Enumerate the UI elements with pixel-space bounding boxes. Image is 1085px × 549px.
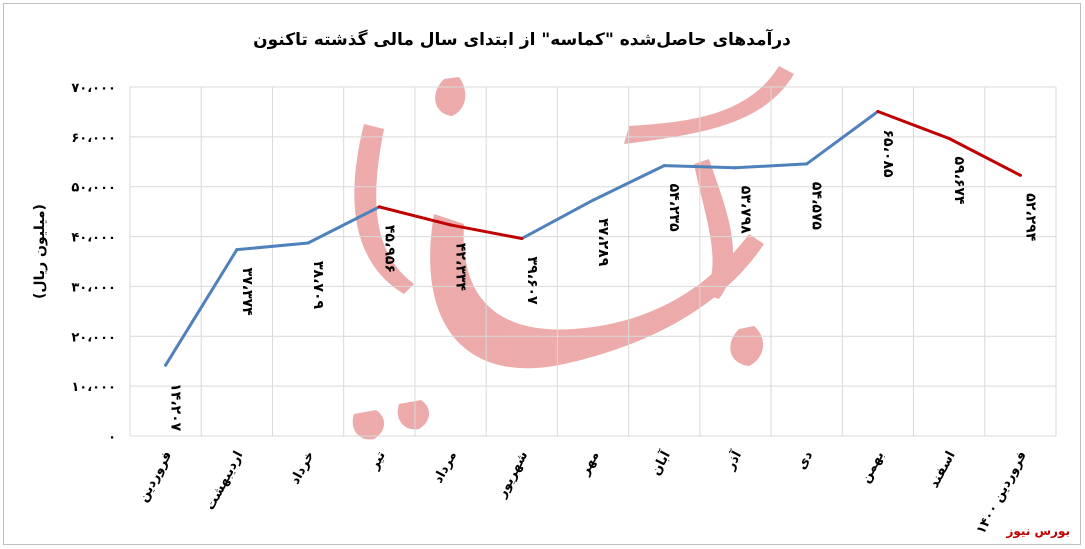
data-point <box>520 237 524 241</box>
y-tick-label: ۳۰،۰۰۰ <box>71 280 116 295</box>
x-tick-label: شهریور <box>494 449 531 501</box>
x-tick-label: خرداد <box>288 449 318 487</box>
data-label: ۴۷،۲۸۹ <box>595 218 611 266</box>
x-tick-label: مهر <box>577 449 602 479</box>
series-segment <box>520 198 595 241</box>
data-point <box>591 198 595 202</box>
x-tick-label: فروردین <box>136 449 175 505</box>
data-label: ۳۸،۷۰۹ <box>310 261 326 309</box>
series-segment <box>876 110 951 140</box>
data-label: ۶۵،۰۸۵ <box>880 130 896 178</box>
data-label: ۳۹،۶۰۷ <box>524 257 540 305</box>
data-label: ۳۷،۳۷۴ <box>239 268 255 316</box>
series-segment <box>164 248 239 367</box>
watermark-stroke-1 <box>430 214 764 369</box>
y-tick-label: ۷۰،۰۰۰ <box>71 81 116 96</box>
y-tick-label: ۵۰،۰۰۰ <box>71 181 116 196</box>
data-label: ۴۲،۳۳۴ <box>453 243 469 291</box>
watermark-stroke-4 <box>354 124 414 294</box>
data-point <box>805 162 809 166</box>
watermark-dot-3 <box>352 410 385 440</box>
series-segment <box>805 110 880 166</box>
x-tick-label: اردیبهشت <box>203 449 246 513</box>
y-tick-label: ۶۰،۰۰۰ <box>71 131 116 146</box>
data-label: ۴۵،۹۵۶ <box>381 225 397 273</box>
watermark-dot-1 <box>730 326 764 366</box>
watermark-stroke-2 <box>624 66 794 144</box>
data-point <box>377 205 381 209</box>
y-tick-label: ۱۰،۰۰۰ <box>71 380 116 395</box>
y-axis-label: (میلیون ریال) <box>32 204 48 299</box>
y-tick-label: ۲۰،۰۰۰ <box>71 330 116 345</box>
x-tick-label: آذر <box>721 447 745 473</box>
data-point <box>235 248 239 252</box>
data-point <box>306 241 310 245</box>
x-tick-label: بهمن <box>858 449 887 486</box>
data-label: ۵۲،۲۹۴ <box>1022 193 1038 241</box>
data-label: ۵۹،۶۷۴ <box>951 156 967 204</box>
y-tick-label: ۰ <box>108 430 116 445</box>
series-segment <box>947 136 1022 177</box>
series-segment <box>377 205 453 227</box>
x-tick-label: تیر <box>367 449 389 473</box>
series-segment <box>662 164 737 170</box>
x-tick-label: دی <box>794 449 816 473</box>
watermark-stroke-3 <box>694 159 734 299</box>
watermark-dot-2 <box>435 77 466 116</box>
data-point <box>1018 173 1022 177</box>
data-point <box>876 110 880 114</box>
series-segment <box>733 162 809 170</box>
chart-frame: درآمدهای حاصل‌شده "کماسه" از ابتدای سال … <box>3 3 1081 545</box>
series-segment <box>449 223 524 241</box>
data-point <box>947 136 951 140</box>
series-segment <box>591 164 666 202</box>
watermark-logo <box>352 66 794 440</box>
data-label: ۵۴،۵۷۵ <box>809 182 825 230</box>
watermark-dot-4 <box>397 400 430 430</box>
series-segment <box>235 241 310 252</box>
data-point <box>164 363 168 367</box>
chart-svg: ۰ ۱۰،۰۰۰ ۲۰،۰۰۰ ۳۰،۰۰۰ ۴۰،۰۰۰ ۵۰،۰۰۰ ۶۰،۰۰۰ ۷۰،… <box>32 66 1057 537</box>
y-tick-label: ۴۰،۰۰۰ <box>71 231 116 246</box>
data-point <box>662 164 666 168</box>
data-label: ۵۴،۲۳۵ <box>666 184 682 232</box>
watermark-corner-text: بورس نیوز <box>1006 524 1070 538</box>
data-label: ۵۳،۷۹۸ <box>737 186 753 234</box>
data-point <box>733 166 737 170</box>
chart-title: درآمدهای حاصل‌شده "کماسه" از ابتدای سال … <box>253 30 791 50</box>
x-tick-label: اسفند <box>927 449 959 491</box>
data-label: ۱۴،۲۰۷ <box>168 383 184 431</box>
x-tick-label: آبان <box>647 447 674 478</box>
data-point <box>449 223 453 227</box>
x-tick-label: مرداد <box>431 449 460 486</box>
series-segment <box>306 205 381 245</box>
